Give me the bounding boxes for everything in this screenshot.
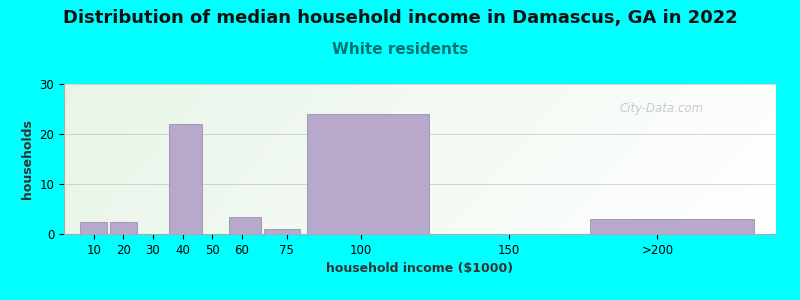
Y-axis label: households: households	[21, 119, 34, 199]
Bar	[110, 221, 137, 234]
Bar	[229, 217, 262, 234]
Bar	[80, 221, 107, 234]
Text: White residents: White residents	[332, 42, 468, 57]
X-axis label: household income ($1000): household income ($1000)	[326, 262, 514, 275]
Bar	[170, 124, 202, 234]
Text: City-Data.com: City-Data.com	[619, 102, 703, 115]
Text: Distribution of median household income in Damascus, GA in 2022: Distribution of median household income …	[62, 9, 738, 27]
Bar	[590, 219, 754, 234]
Bar	[306, 114, 430, 234]
Bar	[264, 229, 300, 234]
